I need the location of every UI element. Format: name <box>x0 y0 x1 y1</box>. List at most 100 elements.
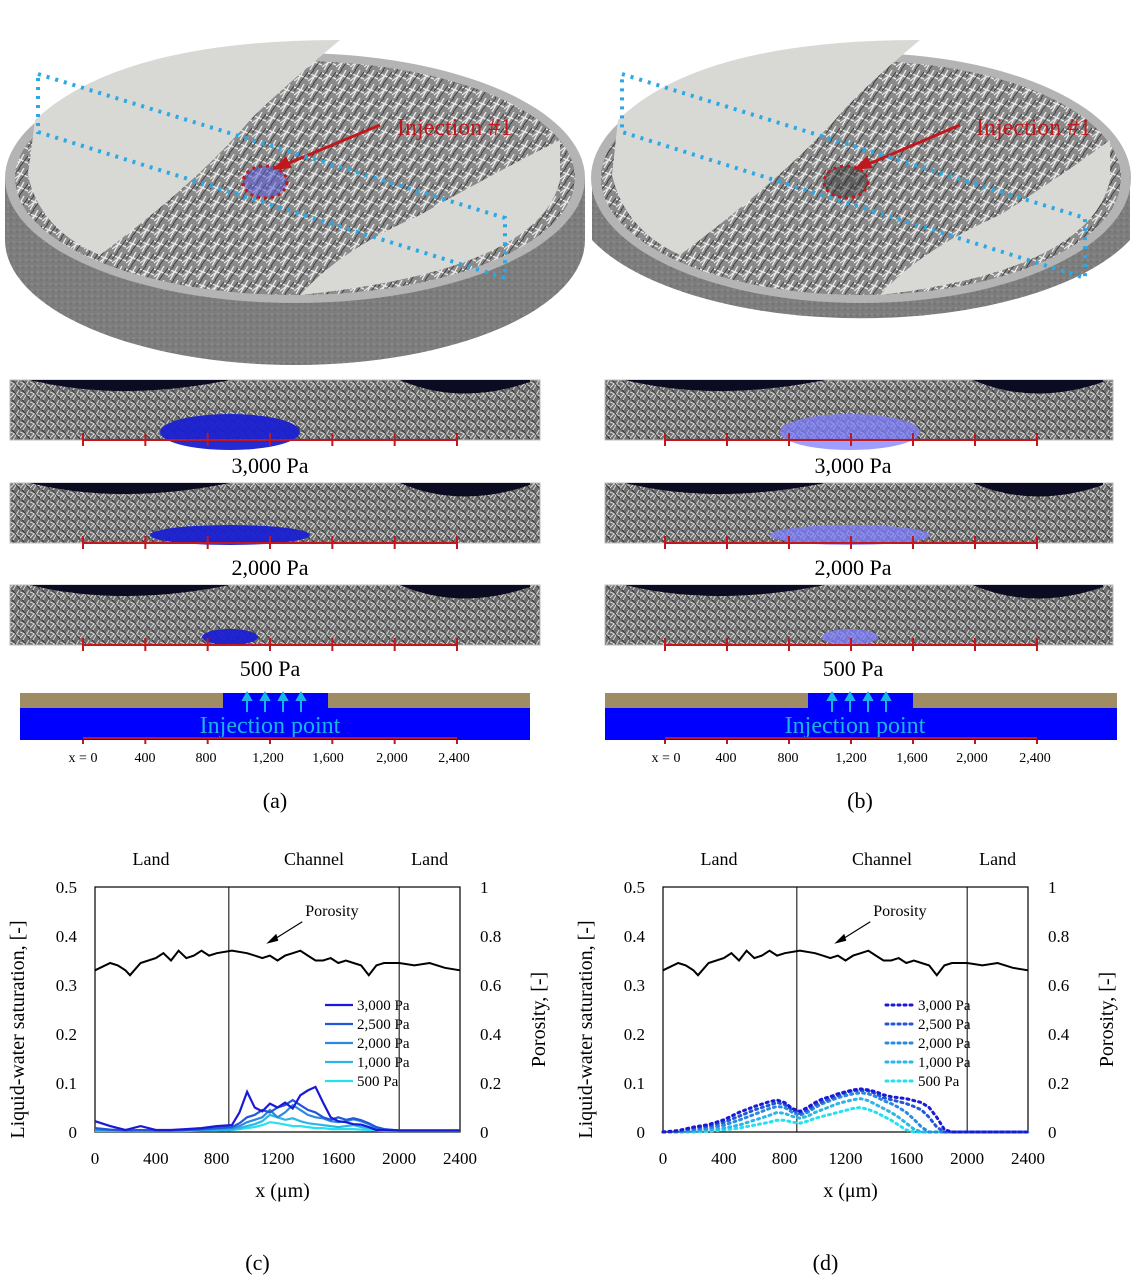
x-tick-label: 1600 <box>321 1149 355 1168</box>
annotation-arrowhead <box>266 933 279 944</box>
y2-axis-label: Porosity, [-] <box>1096 972 1118 1067</box>
slab-a-2 <box>9 584 541 651</box>
legend-label: 3,000 Pa <box>357 998 410 1014</box>
legend-label: 2,500 Pa <box>918 1017 971 1033</box>
y2-tick-label: 1 <box>480 878 489 897</box>
legend-label: 3,000 Pa <box>918 998 971 1014</box>
water-cluster <box>824 166 868 198</box>
pressure-label-a-3000: 3,000 Pa <box>231 453 309 478</box>
y-tick-label: 0.2 <box>56 1025 77 1044</box>
porosity-annotation: Porosity <box>305 903 358 920</box>
water-region <box>160 414 300 450</box>
x-tick-label: 2000 <box>950 1149 984 1168</box>
land-gap-right <box>400 585 530 599</box>
land-gap-right <box>973 380 1103 394</box>
axis-tick: 1,600 <box>896 751 928 766</box>
injection-window <box>223 693 328 708</box>
y2-tick-label: 0.4 <box>480 1025 502 1044</box>
region-label: Land <box>979 849 1016 869</box>
pressure-label-b-500: 500 Pa <box>822 656 884 681</box>
land-left <box>612 40 920 255</box>
land-gap-right <box>973 483 1103 497</box>
injection-arrowhead <box>853 156 873 170</box>
series-line-2500Pa <box>661 1088 1030 1134</box>
pressure-label-a-500: 500 Pa <box>239 656 301 681</box>
y-tick-label: 0.5 <box>56 878 77 897</box>
y-tick-label: 0.1 <box>56 1074 77 1093</box>
y2-tick-label: 0.2 <box>1048 1074 1069 1093</box>
x-tick-label: 0 <box>91 1149 100 1168</box>
land-gap-left <box>625 585 825 596</box>
pressure-label-a-2000: 2,000 Pa <box>231 555 309 580</box>
land-gap-left <box>30 585 230 596</box>
injection-schematic-a: Injection point <box>20 690 530 740</box>
axis-tick: 1,200 <box>835 751 867 766</box>
axis-tick: 2,000 <box>956 751 988 766</box>
figure-top-svg: Injection #1 Injection #1 Injection poin… <box>5 40 1131 744</box>
series-line-2000Pa <box>94 1103 460 1132</box>
legend-label: 2,500 Pa <box>357 1017 410 1033</box>
y-tick-label: 0.3 <box>56 976 77 995</box>
injection-arrows <box>241 690 307 712</box>
y2-tick-label: 1 <box>1048 878 1057 897</box>
water-region <box>822 629 878 645</box>
water-cluster <box>243 166 287 198</box>
legend-label: 2,000 Pa <box>918 1036 971 1052</box>
land-right <box>300 140 560 295</box>
injection-point-label: Injection point <box>785 713 926 739</box>
pressure-label-b-2000: 2,000 Pa <box>814 555 892 580</box>
legend-label: 2,000 Pa <box>357 1036 410 1052</box>
y-tick-label: 0.4 <box>56 927 78 946</box>
region-label: Land <box>701 849 738 869</box>
y2-tick-label: 0.8 <box>1048 927 1069 946</box>
panel-label-c: (c) <box>245 1250 269 1275</box>
water-region <box>202 629 258 645</box>
injection-channel <box>20 708 530 740</box>
plot-frame <box>94 886 461 1133</box>
y-tick-label: 0.1 <box>624 1074 645 1093</box>
injection-channel <box>605 708 1117 740</box>
slab-b-2 <box>604 584 1114 651</box>
series-line-3000Pa <box>94 1085 460 1132</box>
axis-tick: 400 <box>715 751 737 766</box>
y2-tick-label: 0.6 <box>480 976 501 995</box>
injection-arrow <box>281 123 381 168</box>
axis-tick: 800 <box>777 751 799 766</box>
x-tick-label: 1200 <box>829 1149 863 1168</box>
axis-tick: 1,600 <box>312 751 344 766</box>
x-axis-label: x (μm) <box>823 1180 878 1202</box>
panel-label-d: (d) <box>813 1250 839 1275</box>
slab-a-0 <box>9 379 541 450</box>
x-tick-label: 0 <box>659 1149 668 1168</box>
y-tick-label: 0.4 <box>624 927 646 946</box>
x-tick-label: 400 <box>143 1149 169 1168</box>
annotation-arrowhead <box>834 933 847 944</box>
disk-a: Injection #1 <box>5 40 585 365</box>
slab-b-0 <box>604 379 1114 450</box>
region-label: Channel <box>852 849 912 869</box>
pressure-label-b-3000: 3,000 Pa <box>814 453 892 478</box>
x-tick-label: 2000 <box>382 1149 416 1168</box>
y-axis-label: Liquid-water saturation, [-] <box>575 920 597 1138</box>
y2-tick-label: 0 <box>1048 1123 1057 1142</box>
axis-tick: 1,200 <box>252 751 284 766</box>
water-region <box>770 525 930 545</box>
y-tick-label: 0.5 <box>624 878 645 897</box>
injection-circle <box>241 164 289 200</box>
porosity-line <box>94 949 461 977</box>
porosity-annotation: Porosity <box>873 903 926 920</box>
land-left <box>28 40 340 255</box>
x-tick-label: 1200 <box>261 1149 295 1168</box>
x-tick-label: 2400 <box>1011 1149 1045 1168</box>
injection-label: Injection #1 <box>397 115 512 141</box>
injection-label: Injection #1 <box>976 115 1091 141</box>
land-gap-left <box>30 483 230 494</box>
axis-tick: x = 0 <box>651 751 681 766</box>
y2-tick-label: 0.2 <box>480 1074 501 1093</box>
y2-tick-label: 0.4 <box>1048 1025 1070 1044</box>
plot-frame <box>662 886 1029 1133</box>
y-tick-label: 0.3 <box>624 976 645 995</box>
x-tick-label: 800 <box>772 1149 798 1168</box>
